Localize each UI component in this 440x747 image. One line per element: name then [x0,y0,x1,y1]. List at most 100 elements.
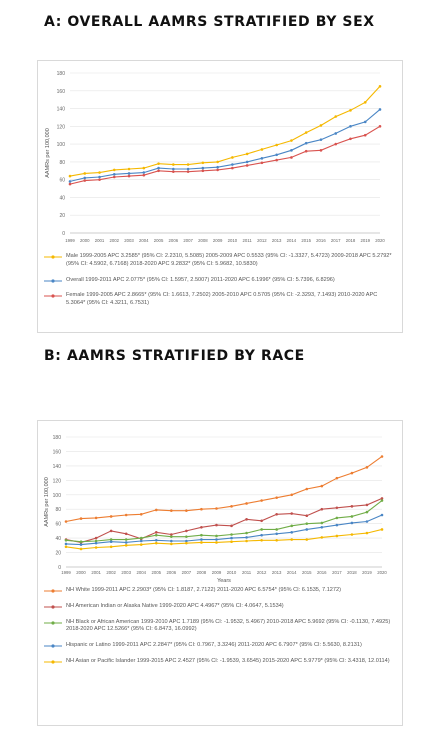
data-point [275,158,278,162]
legend-swatch [44,644,62,648]
x-tick-label: 2014 [287,238,297,243]
x-tick-label: 2013 [272,238,282,243]
data-point [275,496,278,499]
y-tick-label: 120 [53,478,62,484]
data-point [334,142,338,146]
data-point [185,539,188,543]
x-tick-label: 2010 [227,570,237,575]
data-point [109,515,113,518]
data-point [290,156,293,159]
data-point [319,124,323,127]
x-tick-label: 2002 [106,570,116,575]
data-point [335,534,339,538]
data-point [305,538,309,541]
data-point [64,542,68,546]
data-point [290,531,294,534]
chart-b-panel: 0 20 40 60 80 100 120 140 160 180 1999 2000 2001 2002… [37,420,403,726]
data-point [350,515,354,518]
data-point [320,484,324,488]
x-tick-label: 2009 [213,238,223,243]
data-point [290,512,294,515]
data-point [275,143,278,147]
data-point [185,541,188,545]
data-point [154,533,158,537]
data-point [380,497,384,500]
data-point [231,166,234,170]
series-line-4 [65,528,383,550]
y-tick-label: 20 [55,551,61,557]
data-point [170,509,173,512]
legend-swatch [44,621,62,625]
data-point [215,534,218,538]
x-tick-label: 2018 [347,570,357,575]
data-point [260,499,263,502]
data-point [109,545,113,549]
data-point [304,149,308,153]
data-point [365,510,369,514]
data-point [109,529,113,533]
data-point [216,160,219,164]
y-tick-label: 20 [59,213,65,219]
series-line-2 [69,125,381,185]
legend-swatch [44,660,62,664]
data-point [215,541,218,544]
legend-label: NH White 1999-2011 APC 2.2903* (95% CI: … [66,587,341,593]
chart-b-heading: B: AAMRS STRATIFIED BY RACE [44,348,305,364]
x-tick-label: 2005 [152,570,162,575]
x-tick-label: 2012 [257,570,267,575]
chart-b-plot: 0 20 40 60 80 100 120 140 160 180 1999 2000 2001 2002… [44,435,387,584]
x-tick-label: 2002 [110,238,120,243]
data-point [245,531,248,535]
data-point [275,538,278,542]
data-point [124,513,128,517]
y-tick-label: 40 [59,195,65,201]
x-tick-label: 2004 [139,238,149,243]
x-tick-label: 2008 [197,570,207,575]
data-point [378,125,382,128]
data-point [245,539,248,543]
data-point [365,531,369,535]
y-tick-label: 0 [62,231,65,237]
data-point [320,521,324,525]
data-point [260,148,264,151]
data-point [319,149,323,152]
data-point [172,170,175,173]
data-point [350,533,354,536]
data-point [68,174,72,178]
y-axis-label: AAMRs per 100,000 [45,128,51,178]
series-line-0 [65,456,383,523]
data-point [349,137,352,141]
data-point [109,538,113,541]
data-point [186,163,190,166]
data-point [304,131,308,134]
x-tick-label: 2001 [91,570,101,575]
data-point [260,538,263,542]
data-point [363,133,367,137]
y-tick-label: 140 [57,107,66,113]
x-tick-label: 2007 [183,238,193,243]
data-point [124,541,128,544]
data-point [124,538,128,541]
data-point [127,174,131,178]
y-axis-label: AAMRs per 100,000 [44,477,50,527]
x-tick-label: 2003 [121,570,131,575]
data-point [139,536,143,540]
x-tick-label: 2018 [346,238,356,243]
data-point [139,512,143,516]
legend-item: NH American Indian or Alaska Native 1999… [44,603,398,611]
data-point [68,182,72,186]
data-point [290,538,294,541]
data-point [245,152,249,156]
data-point [79,540,83,544]
x-tick-label: 2005 [154,238,164,243]
data-point [83,179,87,182]
data-point [200,525,203,529]
data-point [186,170,190,173]
y-tick-label: 60 [55,522,61,528]
y-tick-label: 160 [57,89,66,95]
y-tick-label: 180 [57,71,66,77]
data-point [64,545,68,549]
data-point [365,466,369,469]
data-point [201,166,205,170]
data-point [305,522,309,525]
